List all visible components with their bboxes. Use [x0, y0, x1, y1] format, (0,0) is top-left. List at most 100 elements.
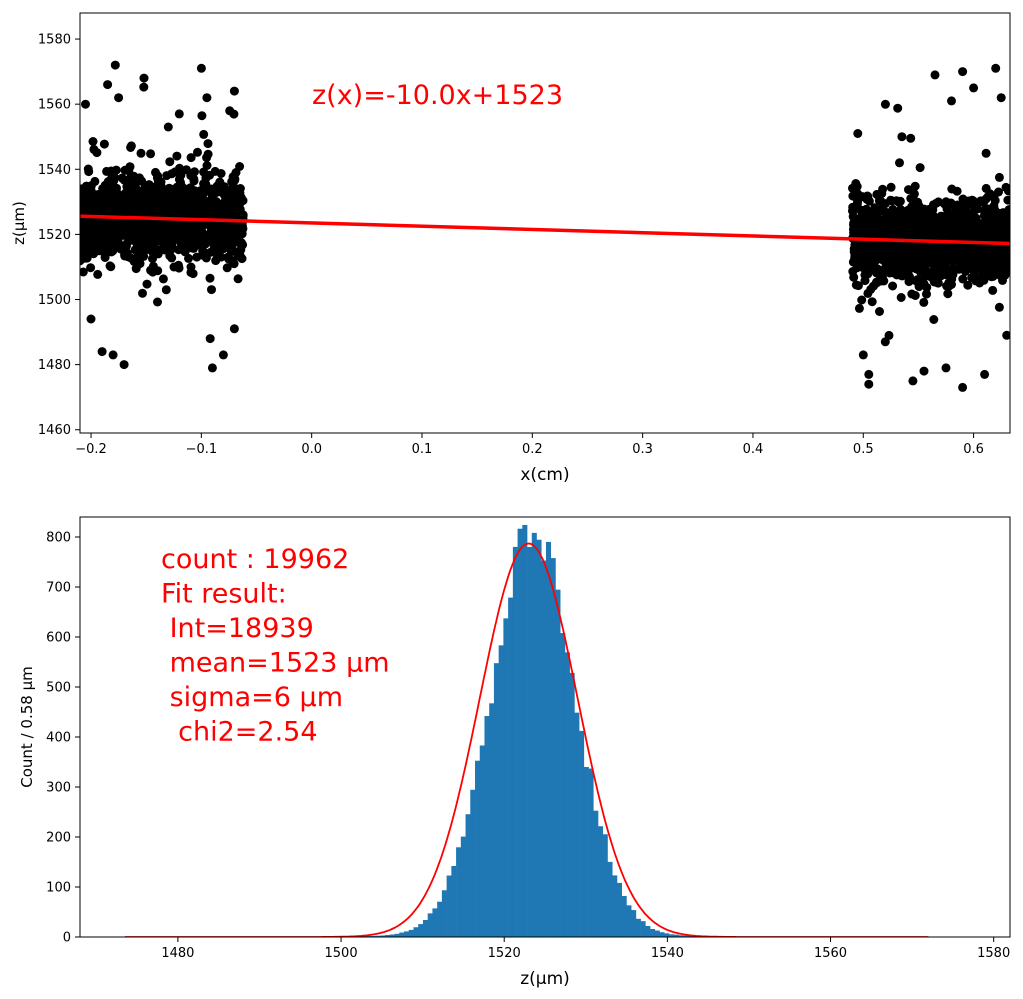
scatter-point — [952, 186, 962, 196]
scatter-point — [112, 196, 122, 206]
scatter-point — [980, 260, 990, 270]
scatter-point — [126, 141, 136, 151]
y-tick-label: 1520 — [38, 228, 71, 243]
scatter-point — [967, 195, 977, 205]
scatter-point — [100, 253, 110, 262]
scatter-point — [861, 204, 871, 214]
scatter-point — [1004, 246, 1010, 256]
scatter-point — [936, 211, 946, 221]
scatter-point — [225, 106, 235, 116]
scatter-point — [987, 247, 996, 256]
scatter-outlier-point — [119, 360, 129, 370]
scatter-point — [216, 236, 226, 246]
histogram-bar — [541, 560, 547, 937]
y-tick-label: 0 — [63, 931, 71, 946]
scatter-point — [207, 285, 216, 295]
scatter-point — [172, 151, 182, 161]
scatter-point — [80, 267, 88, 277]
scatter-point — [236, 238, 246, 248]
scatter-point — [922, 282, 932, 292]
scatter-point — [853, 281, 863, 291]
fit-result-line: Fit result: — [161, 579, 287, 610]
y-tick-label: 300 — [46, 781, 71, 796]
scatter-point — [136, 148, 146, 158]
histogram-bar — [678, 935, 684, 937]
histogram-bar — [479, 745, 485, 937]
scatter-point — [155, 189, 165, 199]
scatter-point — [929, 213, 939, 223]
scatter-point — [872, 254, 882, 264]
scatter-point — [942, 281, 952, 291]
gauss-fit-curve — [124, 542, 929, 937]
scatter-outlier-point — [996, 93, 1006, 103]
scatter-point — [949, 210, 958, 219]
scatter-point — [899, 216, 909, 226]
scatter-point — [912, 244, 922, 254]
histogram-bar — [664, 933, 670, 937]
scatter-outlier-point — [864, 379, 874, 389]
scatter-outlier-point — [97, 347, 107, 357]
scatter-point — [897, 240, 907, 250]
scatter-outlier-point — [139, 73, 149, 83]
scatter-point — [203, 139, 213, 149]
scatter-point — [80, 204, 88, 214]
scatter-outlier-point — [205, 334, 215, 344]
scatter-point — [165, 157, 175, 167]
x-tick-label: 0.1 — [412, 442, 433, 457]
histogram-bar — [598, 826, 604, 937]
scatter-point — [199, 129, 209, 139]
histogram-y-axis-label: Count / 0.58 μm — [18, 666, 36, 787]
histogram-bar — [607, 861, 613, 937]
histogram-y-ticks: 0 100 200 300 400 500 600 700 800 — [46, 531, 80, 946]
scatter-point — [896, 293, 906, 302]
scatter-point — [946, 217, 956, 227]
scatter-outlier-point — [958, 67, 968, 77]
scatter-x-ticks: −0.2 −0.1 0.0 0.1 0.2 0.3 0.4 0.5 0.6 — [75, 433, 984, 457]
scatter-outlier-point — [229, 324, 239, 334]
scatter-point — [931, 247, 941, 257]
x-tick-label: 0.2 — [522, 442, 543, 457]
scatter-point — [893, 264, 903, 274]
gauss-fit-group — [124, 542, 929, 937]
scatter-point — [947, 256, 957, 266]
scatter-point — [862, 191, 872, 201]
scatter-outlier-point — [110, 60, 120, 70]
scatter-point — [87, 238, 97, 248]
scatter-point — [970, 224, 980, 234]
x-tick-label: 0.3 — [632, 442, 653, 457]
scatter-point — [895, 249, 904, 259]
scatter-point — [907, 202, 916, 212]
scatter-point — [165, 251, 175, 261]
scatter-point — [906, 133, 916, 143]
scatter-outlier-point — [207, 363, 217, 373]
scatter-point — [174, 175, 184, 184]
scatter-point — [863, 288, 873, 298]
scatter-outlier-point — [958, 382, 968, 392]
scatter-point — [886, 182, 896, 192]
scatter-point — [871, 278, 881, 288]
y-tick-label: 1480 — [38, 358, 71, 373]
y-tick-label: 100 — [46, 881, 71, 896]
y-tick-label: 400 — [46, 731, 71, 746]
scatter-point — [100, 180, 110, 190]
scatter-point — [1003, 195, 1010, 205]
scatter-point — [905, 272, 914, 282]
scatter-point — [989, 267, 999, 277]
scatter-point — [189, 176, 199, 186]
histogram-bar — [560, 633, 566, 937]
x-tick-label: 0.0 — [301, 442, 322, 457]
scatter-point — [927, 224, 937, 234]
scatter-point — [854, 303, 864, 313]
scatter-point — [929, 315, 939, 324]
scatter-point — [164, 203, 174, 213]
y-tick-label: 200 — [46, 831, 71, 846]
x-tick-label: 1480 — [161, 946, 194, 961]
scatter-y-axis-label: z(μm) — [10, 201, 28, 245]
x-tick-label: −0.1 — [186, 442, 218, 457]
scatter-point — [906, 213, 916, 223]
scatter-point — [216, 169, 226, 178]
histogram-bar — [517, 528, 523, 937]
scatter-point — [158, 274, 168, 284]
scatter-point — [174, 263, 184, 273]
scatter-point — [139, 82, 149, 92]
